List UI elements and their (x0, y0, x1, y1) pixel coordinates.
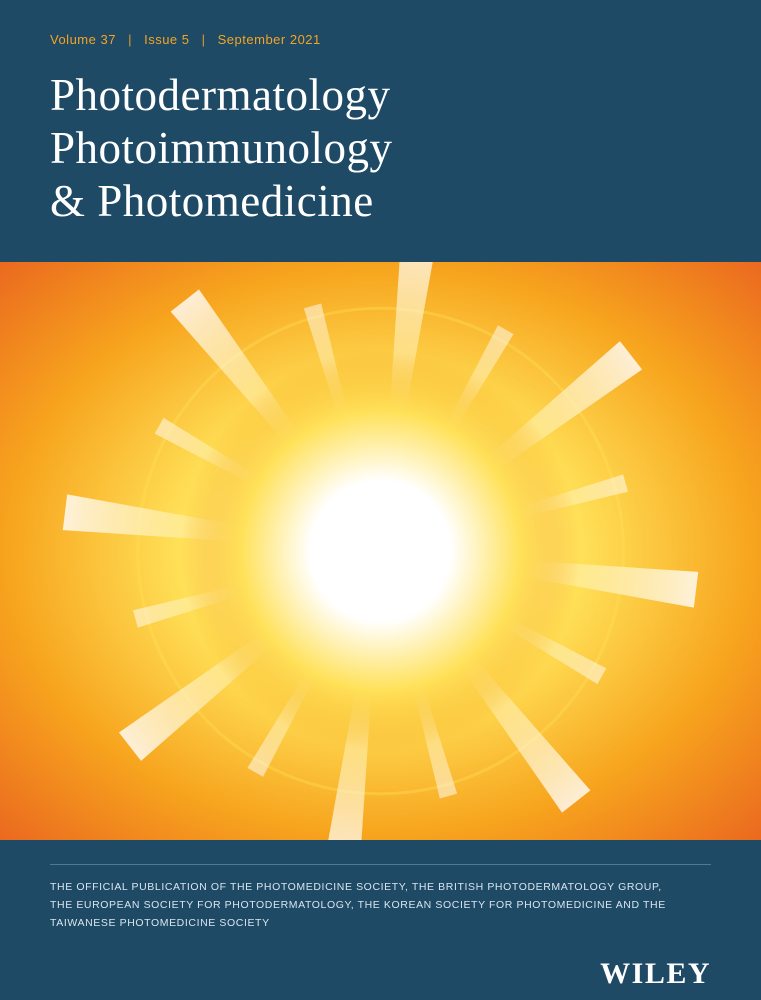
separator: | (128, 32, 132, 47)
footer-divider (50, 864, 711, 865)
journal-title: Photodermatology Photoimmunology & Photo… (50, 69, 711, 228)
societies-line-2: THE EUROPEAN SOCIETY FOR PHOTODERMATOLOG… (50, 897, 711, 915)
title-line-1: Photodermatology (50, 69, 711, 122)
journal-cover: Volume 37 | Issue 5 | September 2021 Pho… (0, 0, 761, 1000)
separator: | (202, 32, 206, 47)
societies-line-1: THE OFFICIAL PUBLICATION OF THE PHOTOMED… (50, 879, 711, 897)
volume-text: Volume 37 (50, 32, 116, 47)
title-line-2: Photoimmunology (50, 122, 711, 175)
title-line-3: & Photomedicine (50, 175, 711, 228)
societies-line-3: TAIWANESE PHOTOMEDICINE SOCIETY (50, 915, 711, 933)
issue-text: Issue 5 (144, 32, 189, 47)
sun-illustration (0, 262, 761, 840)
cover-image (0, 262, 761, 840)
cover-header: Volume 37 | Issue 5 | September 2021 Pho… (0, 0, 761, 262)
issue-line: Volume 37 | Issue 5 | September 2021 (50, 32, 711, 47)
cover-footer: THE OFFICIAL PUBLICATION OF THE PHOTOMED… (0, 840, 761, 1000)
date-text: September 2021 (218, 32, 321, 47)
publisher-logo: WILEY (50, 957, 711, 991)
societies-text: THE OFFICIAL PUBLICATION OF THE PHOTOMED… (50, 879, 711, 933)
